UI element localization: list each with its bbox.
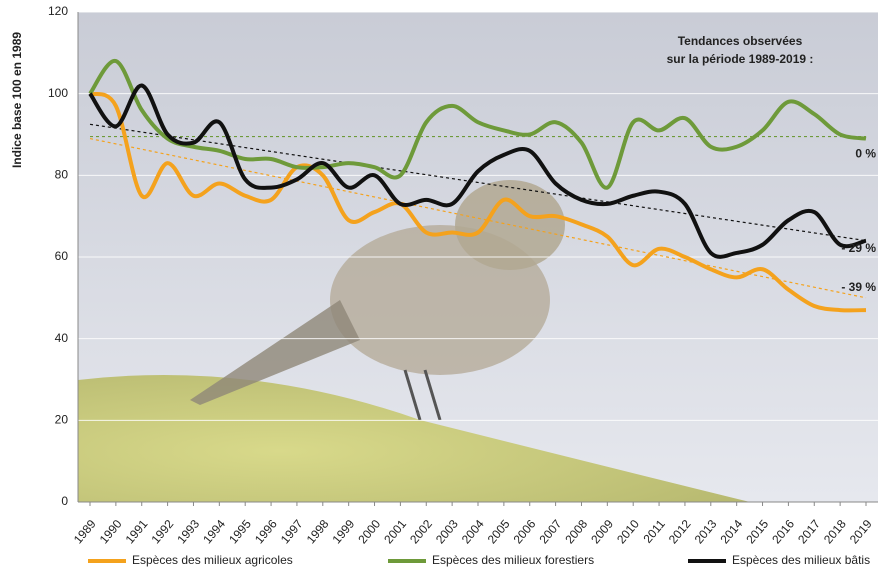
x-tick-label: 2004 — [459, 517, 487, 547]
x-tick-label: 2018 — [821, 517, 849, 547]
x-tick-label: 2011 — [640, 517, 668, 546]
x-tick-label: 2014 — [718, 517, 746, 547]
y-tick-label: 20 — [55, 413, 69, 427]
x-tick-label: 1995 — [226, 517, 254, 547]
x-tick-label: 2012 — [666, 517, 694, 547]
trend-label: 0 % — [855, 147, 876, 161]
annotation: Tendances observées — [678, 34, 803, 48]
x-tick-label: 2005 — [485, 517, 513, 547]
x-tick-label: 1992 — [148, 517, 176, 547]
x-tick-label: 2003 — [433, 517, 461, 547]
y-tick-label: 80 — [55, 168, 69, 182]
trend-label: - 39 % — [841, 280, 876, 294]
x-tick-label: 2013 — [692, 517, 720, 547]
x-tick-label: 1993 — [174, 517, 202, 547]
x-tick-label: 2010 — [614, 517, 642, 547]
x-tick-label: 2000 — [355, 517, 383, 547]
legend-label: Espèces des milieux bâtis — [732, 553, 870, 567]
x-tick-label: 2015 — [743, 517, 771, 547]
x-tick-label: 2001 — [381, 517, 409, 547]
x-tick-label: 1996 — [252, 517, 280, 547]
x-tick-label: 1989 — [71, 517, 99, 547]
x-tick-label: 2002 — [407, 517, 435, 547]
x-tick-label: 1998 — [304, 517, 332, 547]
x-tick-label: 1999 — [330, 517, 358, 547]
x-tick-label: 2009 — [588, 517, 616, 547]
y-tick-label: 120 — [48, 4, 68, 18]
x-tick-label: 2019 — [847, 517, 875, 547]
y-axis-label: Indice base 100 en 1989 — [10, 32, 24, 168]
y-tick-label: 0 — [61, 494, 68, 508]
x-tick-label: 2007 — [536, 517, 564, 547]
annotation: sur la période 1989-2019 : — [667, 52, 814, 66]
trend-label: - 29 % — [841, 241, 876, 255]
x-tick-label: 2017 — [795, 517, 823, 547]
y-tick-label: 100 — [48, 86, 68, 100]
x-tick-label: 1991 — [123, 517, 151, 547]
x-tick-label: 1994 — [200, 517, 228, 547]
x-tick-label: 1990 — [97, 517, 125, 547]
legend-label: Espèces des milieux forestiers — [432, 553, 594, 567]
y-tick-label: 60 — [55, 249, 69, 263]
x-tick-label: 2008 — [562, 517, 590, 547]
x-tick-label: 1997 — [278, 517, 306, 547]
y-tick-label: 40 — [55, 331, 69, 345]
x-tick-label: 2016 — [769, 517, 797, 547]
legend-label: Espèces des milieux agricoles — [132, 553, 293, 567]
chart: 0 20 40 60 80 100 120 Indice base 100 en 1989 19… — [0, 0, 879, 571]
x-tick-label: 2006 — [511, 517, 539, 547]
